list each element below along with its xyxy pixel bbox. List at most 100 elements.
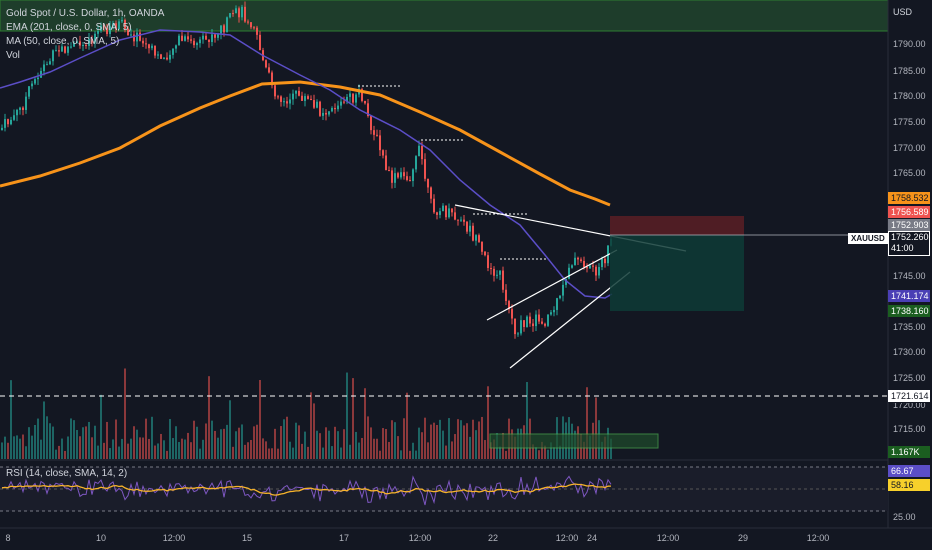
candle-body xyxy=(49,61,51,65)
candle-body xyxy=(103,25,105,28)
volume-bar xyxy=(199,448,201,459)
volume-bar xyxy=(337,431,339,459)
candle-body xyxy=(421,145,423,160)
candle-body xyxy=(100,25,102,32)
volume-bar xyxy=(52,426,54,459)
volume-bar xyxy=(349,444,351,459)
candle-body xyxy=(403,172,405,177)
candle-body xyxy=(190,39,192,41)
volume-bar xyxy=(67,436,69,459)
candle-body xyxy=(445,205,447,218)
ma-line xyxy=(0,29,613,299)
candle-body xyxy=(529,316,531,324)
candle-body xyxy=(37,77,39,80)
volume-bar xyxy=(235,431,237,459)
candle-body xyxy=(517,333,519,335)
currency-label[interactable]: USD xyxy=(893,7,913,17)
take-profit-zone[interactable] xyxy=(610,235,744,311)
candle-body xyxy=(550,312,552,315)
stop-loss-zone[interactable] xyxy=(610,216,744,235)
volume-bar xyxy=(448,418,450,459)
time-tick: 8 xyxy=(5,533,11,543)
candle-body xyxy=(601,258,603,268)
volume-highlight-zone xyxy=(489,433,659,449)
volume-bar xyxy=(526,382,528,459)
candle-body xyxy=(520,320,522,334)
volume-bar xyxy=(469,436,471,459)
volume-bar xyxy=(127,443,129,459)
candle-body xyxy=(493,268,495,276)
volume-bar xyxy=(40,439,42,459)
candle-body xyxy=(313,100,315,108)
volume-bar xyxy=(421,432,423,459)
candle-body xyxy=(499,270,501,275)
volume-bar xyxy=(7,442,9,459)
candle-body xyxy=(64,46,66,53)
candle-body xyxy=(370,115,372,131)
volume-bar xyxy=(220,429,222,459)
volume-bar xyxy=(454,434,456,459)
candle-body xyxy=(571,265,573,268)
volume-bar xyxy=(82,427,84,459)
volume-bar xyxy=(259,380,261,459)
rsi-ma-line xyxy=(1,483,612,496)
candle-body xyxy=(565,278,567,285)
volume-bar xyxy=(487,386,489,459)
ema-legend[interactable]: EMA (201, close, 0, SMA, 5) xyxy=(6,22,132,33)
volume-bar xyxy=(394,422,396,459)
volume-bar xyxy=(481,416,483,459)
candle-body xyxy=(166,57,168,60)
candle-body xyxy=(289,99,291,104)
volume-bar xyxy=(397,436,399,459)
stop-price-tag: 1756.589 xyxy=(888,206,930,218)
candle-body xyxy=(160,54,162,59)
volume-bar xyxy=(553,447,555,459)
candle-body xyxy=(526,316,528,328)
volume-bar xyxy=(109,448,111,459)
candle-body xyxy=(604,258,606,264)
rsi-legend[interactable]: RSI (14, close, SMA, 14, 2) xyxy=(6,468,128,479)
candle-body xyxy=(463,219,465,222)
volume-bar xyxy=(70,418,72,459)
volume-bar xyxy=(37,418,39,459)
candle-body xyxy=(442,205,444,212)
volume-bar xyxy=(46,416,48,459)
candle-body xyxy=(298,90,300,96)
candle-body xyxy=(424,159,426,179)
volume-bar xyxy=(541,441,543,459)
candle-body xyxy=(79,41,81,46)
candle-body xyxy=(229,13,231,18)
volume-bar xyxy=(532,444,534,459)
candle-body xyxy=(232,13,234,15)
volume-bar xyxy=(118,446,120,459)
symbol-legend[interactable]: Gold Spot / U.S. Dollar, 1h, OANDA xyxy=(6,8,165,19)
candle-body xyxy=(586,267,588,269)
volume-bar xyxy=(352,378,354,459)
price-tick: 1790.00 xyxy=(893,39,926,49)
candle-body xyxy=(325,112,327,115)
vol-legend[interactable]: Vol xyxy=(6,50,20,61)
candle-body xyxy=(577,257,579,260)
ma-legend[interactable]: MA (50, close, 0, SMA, 5) xyxy=(6,36,120,47)
volume-bar xyxy=(385,429,387,459)
volume-bar xyxy=(298,425,300,459)
candle-body xyxy=(484,251,486,256)
price-tick: 1720.00 xyxy=(893,400,926,410)
volume-bar xyxy=(226,424,228,459)
candle-body xyxy=(304,96,306,101)
candle-body xyxy=(34,79,36,84)
time-tick: 15 xyxy=(241,533,253,543)
volume-bar xyxy=(364,388,366,459)
volume-bar xyxy=(133,426,135,459)
candle-body xyxy=(334,107,336,110)
candle-body xyxy=(385,155,387,171)
candle-body xyxy=(169,54,171,60)
upper-wedge-line[interactable] xyxy=(486,249,618,321)
candle-body xyxy=(574,257,576,266)
candle-body xyxy=(436,212,438,215)
candle-body xyxy=(397,173,399,178)
candle-body xyxy=(292,93,294,100)
candle-body xyxy=(181,35,183,41)
volume-bar xyxy=(241,424,243,459)
